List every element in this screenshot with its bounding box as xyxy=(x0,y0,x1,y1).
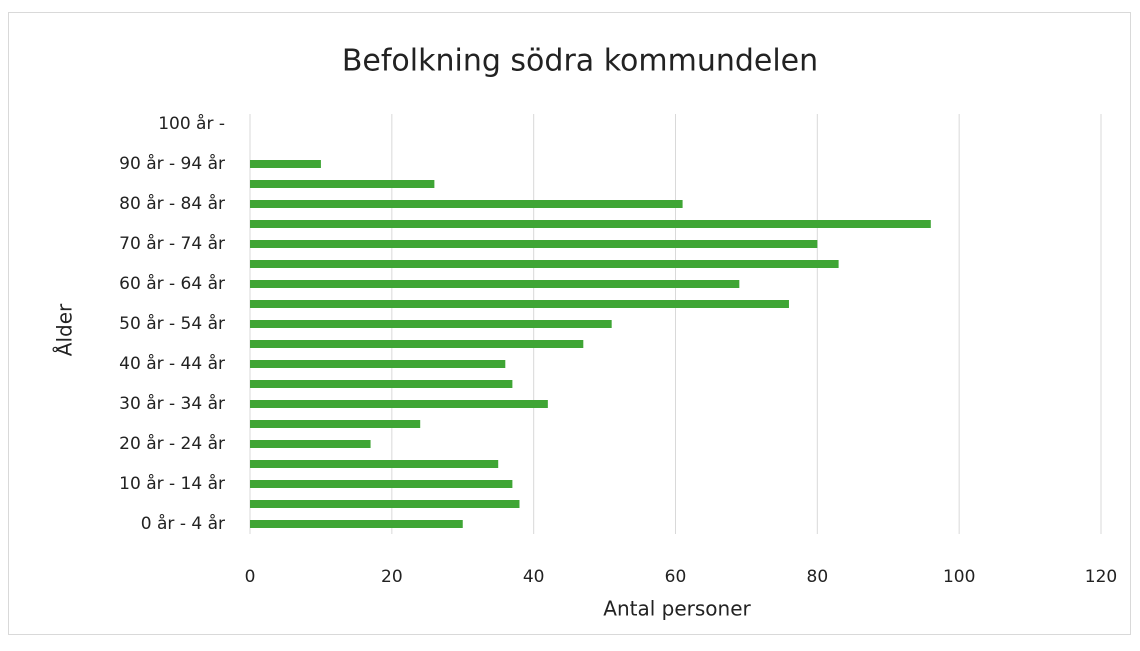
bar xyxy=(250,520,463,528)
y-tick-label: 60 år - 64 år xyxy=(119,273,225,294)
y-tick-label: 40 år - 44 år xyxy=(119,353,225,374)
bar xyxy=(250,200,683,208)
y-tick-label: 80 år - 84 år xyxy=(119,193,225,214)
y-tick-label: 100 år - xyxy=(158,113,225,134)
bar xyxy=(250,180,435,188)
y-tick-label: 70 år - 74 år xyxy=(119,233,225,254)
y-tick-label: 10 år - 14 år xyxy=(119,473,225,494)
x-tick-label: 0 xyxy=(245,567,256,587)
bar xyxy=(250,340,584,348)
y-tick-label: 90 år - 94 år xyxy=(119,153,225,174)
chart-title: Befolkning södra kommundelen xyxy=(342,44,818,79)
y-tick-label: 20 år - 24 år xyxy=(119,433,225,454)
x-tick-label: 100 xyxy=(943,567,975,587)
bar xyxy=(250,300,789,308)
y-tick-label: 30 år - 34 år xyxy=(119,393,225,414)
x-tick-label: 120 xyxy=(1085,567,1117,587)
bar xyxy=(250,400,548,408)
x-tick-label: 60 xyxy=(665,567,687,587)
bar xyxy=(250,500,520,508)
x-tick-label: 20 xyxy=(381,567,403,587)
bar xyxy=(250,240,818,248)
bar xyxy=(250,460,499,468)
bar xyxy=(250,220,931,228)
y-axis-label: Ålder xyxy=(53,303,77,356)
bar xyxy=(250,160,321,168)
y-tick-label: 0 år - 4 år xyxy=(141,513,225,534)
bar xyxy=(250,260,839,268)
bar xyxy=(250,420,421,428)
y-tick-label: 50 år - 54 år xyxy=(119,313,225,334)
bar xyxy=(250,480,513,488)
x-axis-label: Antal personer xyxy=(603,597,751,621)
bar xyxy=(250,380,513,388)
bar xyxy=(250,440,371,448)
bar xyxy=(250,320,612,328)
x-tick-label: 80 xyxy=(807,567,829,587)
x-tick-label: 40 xyxy=(523,567,545,587)
bar xyxy=(250,280,740,288)
bar xyxy=(250,360,506,368)
